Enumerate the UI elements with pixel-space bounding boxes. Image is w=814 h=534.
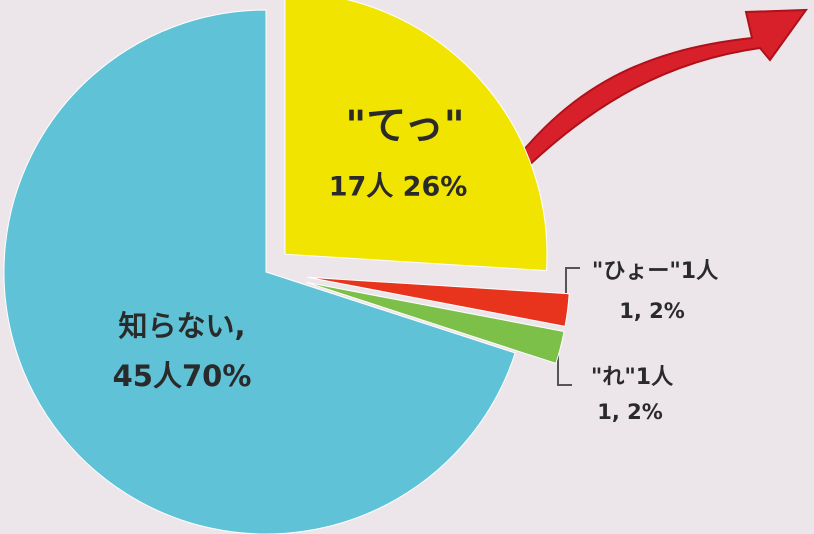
slice-label: "てっ"	[345, 103, 464, 149]
pie-slice	[307, 276, 570, 327]
pie-slice	[3, 9, 516, 534]
pie-slice	[306, 281, 565, 365]
value-label: 1, 2%	[619, 299, 685, 323]
arrow	[490, 8, 809, 198]
pie-slice	[284, 0, 548, 272]
slice-label: "れ"1人	[591, 365, 673, 390]
slice-label: 知らない,	[118, 309, 245, 343]
value-label: 17人 26%	[329, 172, 468, 203]
value-label: 1, 2%	[597, 400, 663, 424]
slice-label: "ひょー"1人	[592, 259, 718, 284]
value-label: 45人70%	[113, 359, 252, 393]
